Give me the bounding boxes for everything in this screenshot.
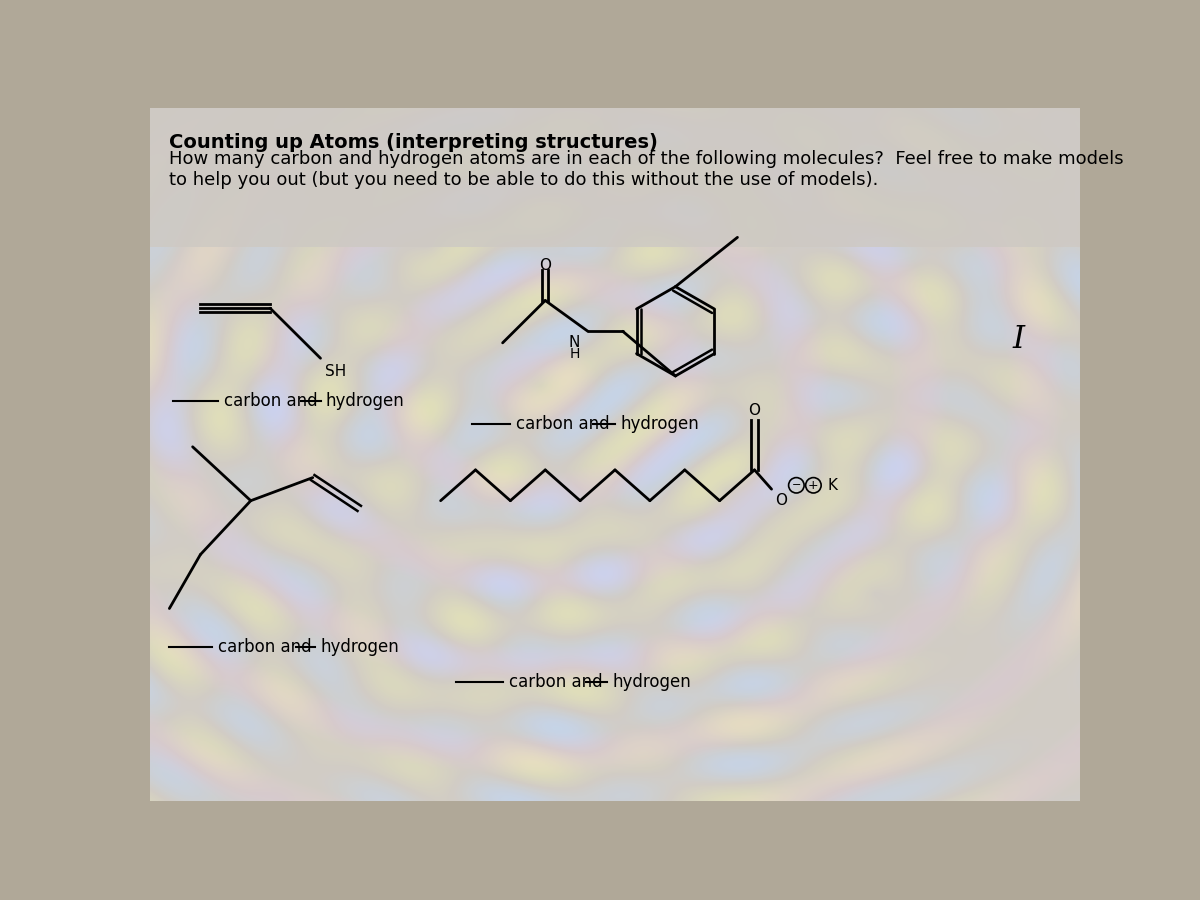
Bar [150,108,1080,247]
Text: carbon and: carbon and [218,638,312,656]
Text: SH: SH [325,364,347,380]
Text: −: − [792,481,802,491]
Text: I: I [1012,323,1024,355]
Text: O: O [775,493,787,508]
Text: Counting up Atoms (interpreting structures): Counting up Atoms (interpreting structur… [169,132,659,151]
Text: O: O [749,403,761,418]
Text: hydrogen: hydrogen [320,638,400,656]
Text: hydrogen: hydrogen [326,392,404,410]
Text: carbon and: carbon and [516,415,610,433]
Text: How many carbon and hydrogen atoms are in each of the following molecules?  Feel: How many carbon and hydrogen atoms are i… [169,150,1124,189]
Text: N: N [569,335,580,350]
Text: H: H [570,346,580,361]
Text: carbon and: carbon and [223,392,317,410]
Text: carbon and: carbon and [509,672,602,690]
Text: hydrogen: hydrogen [620,415,700,433]
Text: O: O [539,258,551,274]
Text: hydrogen: hydrogen [613,672,691,690]
Text: +: + [808,479,818,491]
Text: K: K [827,478,838,493]
